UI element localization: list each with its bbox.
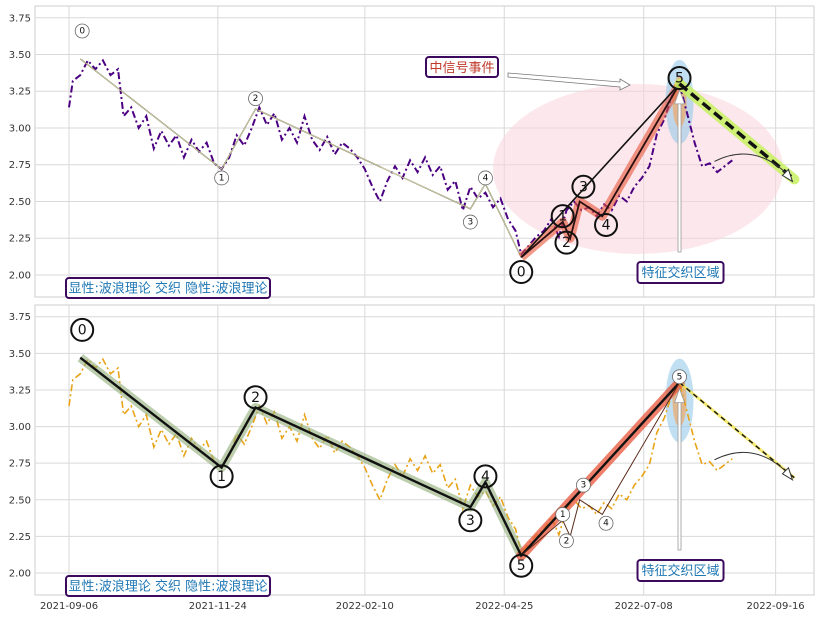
p0-y-tick-label: 2.75 — [9, 160, 31, 171]
p0-sub-wave-label-4-circle — [594, 212, 619, 237]
p1-forecast-line — [679, 382, 795, 479]
p0-y-tick-label: 2.00 — [9, 270, 31, 281]
p0-sub-wave-label-5: 5 — [675, 71, 684, 87]
p0-zone-arrow-head — [673, 88, 686, 105]
p1-x-tick-label: 2022-02-10 — [336, 601, 394, 612]
p0-wave-label-1-circle — [214, 170, 230, 186]
p1-zone-arrow-shaft — [677, 400, 682, 551]
p1-x-tick-label: 2021-09-06 — [40, 601, 98, 612]
p0-sub-wave-label-3: 3 — [579, 179, 588, 195]
p1-legend-box — [65, 575, 271, 597]
p1-wave-label-3: 3 — [466, 513, 475, 529]
p1-sub-wave-label-3: 3 — [581, 481, 587, 491]
p0-zone-box — [636, 261, 725, 284]
p0-y-tick-label: 3.25 — [9, 87, 31, 98]
p1-wave-label-4: 4 — [481, 469, 490, 485]
p0-sub-wave-label-5-circle — [667, 66, 692, 91]
p1-wave-label-3-circle — [458, 508, 483, 533]
p1-plot-frame — [34, 304, 815, 596]
p1-sub-wave-label-2: 2 — [564, 536, 570, 546]
p1-sub-wave-line — [520, 382, 680, 556]
p1-wave-label-2-circle — [243, 385, 268, 410]
p1-sub-wave-label-4-circle — [598, 515, 614, 531]
p1-y-tick-label: 2.00 — [9, 569, 31, 580]
p1-wave-label-5: 5 — [517, 558, 526, 574]
p1-y-tick-label: 2.50 — [9, 495, 31, 506]
p1-wave-label-1: 1 — [217, 469, 226, 485]
p0-sub-wave-label-4: 4 — [602, 217, 611, 233]
p0-signal-label: 中信号事件 — [429, 61, 494, 76]
p0-wave-label-0: 0 — [79, 26, 85, 36]
p1-wave-label-5-circle — [509, 553, 534, 578]
p0-y-tick-label: 3.50 — [9, 50, 31, 61]
p0-sub-wave-chord — [520, 83, 681, 258]
p0-price-series-line — [68, 58, 733, 257]
p1-zone-label: 特征交织区域 — [642, 563, 720, 579]
p0-sub-wave-label-2: 2 — [562, 235, 571, 251]
p1-sub-wave-label-4: 4 — [603, 519, 609, 529]
p1-sub-wave-label-1-circle — [555, 507, 571, 522]
p1-wave-label-1-circle — [209, 464, 234, 489]
p0-wave-label-3: 3 — [467, 218, 473, 228]
p1-y-tick-label: 3.50 — [9, 349, 31, 360]
p1-wave-label-0-circle — [70, 317, 95, 342]
p1-y-tick-label: 3.25 — [9, 385, 31, 396]
p1-wave-label-4-circle — [473, 464, 498, 489]
p1-x-tick-label: 2021-11-24 — [189, 601, 247, 612]
p0-wave-label-4-circle — [478, 170, 493, 186]
p0-sub-wave-label-0: 0 — [517, 265, 526, 281]
p0-sub-wave-label-3-circle — [571, 174, 596, 199]
p1-zone-box — [636, 559, 725, 582]
p0-wave-label-1: 1 — [219, 173, 225, 183]
p0-y-tick-label: 3.00 — [9, 123, 31, 134]
p0-wave-label-2: 2 — [253, 94, 259, 104]
p0-wave-label-0-circle — [74, 23, 90, 39]
p0-sub-wave-label-0-circle — [509, 260, 534, 285]
p0-interweave-ellipse — [493, 84, 783, 254]
p0-wave-label-4: 4 — [483, 173, 489, 183]
p1-sub-wave-label-1: 1 — [560, 510, 566, 520]
p1-zone-arrow-head — [673, 387, 686, 404]
p1-forecast-pointer — [714, 451, 789, 475]
p1-x-tick-label: 2022-09-16 — [747, 601, 805, 612]
p0-y-tick-label: 2.50 — [9, 197, 31, 208]
p0-y-tick-label: 2.25 — [9, 234, 31, 245]
p0-sub-wave-label-1: 1 — [558, 209, 567, 225]
p0-wave-label-3-circle — [462, 214, 478, 230]
p1-x-tick-label: 2022-07-08 — [615, 601, 673, 612]
p0-signal-box — [425, 56, 499, 78]
p0-wave-path-inner — [80, 58, 522, 258]
p1-legend-label: 显性:波浪理论 交织 隐性:波浪理论 — [68, 579, 267, 595]
p1-sub-wave-label-5: 5 — [677, 372, 683, 382]
p0-zone-label: 特征交织区域 — [642, 265, 720, 281]
p1-y-tick-label: 2.75 — [9, 459, 31, 470]
p1-wave-label-2: 2 — [251, 390, 260, 406]
p1-y-tick-label: 3.75 — [9, 312, 31, 323]
p1-wave-label-0: 0 — [78, 322, 87, 338]
p0-sub-wave-label-2-circle — [554, 230, 579, 255]
p0-forecast-pointer — [714, 153, 789, 176]
p0-signal-arrow — [507, 72, 631, 91]
p1-y-tick-label: 3.00 — [9, 422, 31, 433]
p0-sub-wave-label-1-circle — [550, 204, 575, 229]
p0-y-tick-label: 3.75 — [9, 13, 31, 24]
p1-forecast-pointer-head — [781, 466, 794, 481]
p1-sub-wave-label-5-circle — [672, 369, 687, 385]
p0-forecast-line — [678, 82, 796, 181]
p0-legend-box — [65, 277, 271, 299]
p1-sub-wave-label-2-circle — [559, 533, 574, 549]
p1-x-tick-label: 2022-04-25 — [475, 601, 533, 612]
p1-sub-wave-label-3-circle — [576, 477, 591, 493]
p0-forecast-pointer-head — [781, 168, 794, 183]
p0-wave-label-2-circle — [248, 91, 263, 106]
p0-legend-label: 显性:波浪理论 交织 隐性:波浪理论 — [68, 281, 267, 297]
p1-y-tick-label: 2.25 — [9, 532, 31, 543]
p0-zone-arrow-shaft — [677, 101, 682, 253]
p0-sub-wave-line — [520, 83, 681, 258]
